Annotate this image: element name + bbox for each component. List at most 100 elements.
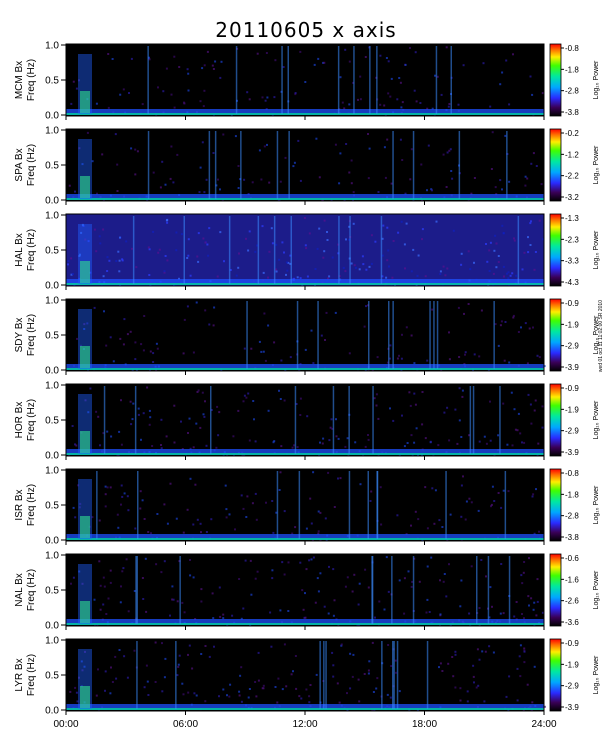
heatmap-cell bbox=[316, 674, 318, 676]
heatmap-streak bbox=[104, 386, 106, 454]
heatmap-cell bbox=[183, 693, 185, 695]
heatmap-cell bbox=[450, 93, 452, 95]
heatmap-cell bbox=[449, 358, 451, 360]
heatmap-cell bbox=[142, 103, 144, 105]
heatmap-cell bbox=[148, 274, 150, 276]
heatmap-cell bbox=[169, 615, 171, 617]
heatmap-cell bbox=[523, 572, 525, 574]
heatmap-cell bbox=[379, 104, 381, 106]
heatmap-cell bbox=[147, 531, 149, 533]
heatmap-cell bbox=[484, 538, 486, 540]
heatmap-cell bbox=[91, 516, 93, 518]
heatmap-cell bbox=[118, 454, 120, 456]
heatmap-cell bbox=[521, 582, 523, 584]
heatmap-cell bbox=[88, 240, 90, 242]
heatmap-cell bbox=[238, 253, 240, 255]
heatmap-streak bbox=[506, 131, 508, 199]
colorbar-label: Log₁₀ Power bbox=[593, 655, 600, 694]
heatmap-cell bbox=[273, 441, 275, 443]
heatmap-cell bbox=[439, 706, 441, 708]
heatmap-cell bbox=[364, 673, 366, 675]
heatmap-cell bbox=[448, 439, 450, 441]
heatmap-cell bbox=[120, 237, 122, 239]
heatmap-cell bbox=[410, 525, 412, 527]
heatmap-cell bbox=[312, 471, 314, 473]
heatmap-cell bbox=[78, 147, 80, 149]
heatmap-cell bbox=[395, 672, 397, 674]
plot-frame bbox=[66, 214, 544, 286]
heatmap-cell bbox=[379, 55, 381, 57]
y-axis-label: Freq (Hz) bbox=[26, 484, 37, 526]
heatmap-cell bbox=[297, 446, 299, 448]
heatmap-cell bbox=[79, 506, 81, 508]
heatmap-cell bbox=[84, 239, 86, 241]
heatmap-cell bbox=[385, 114, 387, 116]
heatmap-cell bbox=[197, 519, 199, 521]
heatmap-cell bbox=[476, 612, 478, 614]
heatmap-cell bbox=[417, 518, 419, 520]
heatmap-cell bbox=[149, 284, 151, 286]
heatmap-cell bbox=[396, 514, 398, 516]
heatmap-cell bbox=[365, 269, 367, 271]
heatmap-cell bbox=[197, 391, 199, 393]
heatmap-cell bbox=[528, 605, 530, 607]
heatmap-cell bbox=[184, 622, 186, 624]
heatmap-cell bbox=[108, 260, 110, 262]
heatmap-lowfreq-band bbox=[66, 109, 544, 115]
heatmap-cell bbox=[162, 90, 164, 92]
heatmap-streak bbox=[277, 131, 279, 199]
heatmap-cell bbox=[523, 650, 525, 652]
heatmap-cell bbox=[83, 323, 85, 325]
heatmap-cell bbox=[191, 668, 193, 670]
heatmap-cell bbox=[137, 150, 139, 152]
heatmap-cell bbox=[119, 649, 121, 651]
heatmap-cell bbox=[211, 409, 213, 411]
heatmap-cell bbox=[89, 388, 91, 390]
heatmap-cell bbox=[497, 449, 499, 451]
heatmap-cell bbox=[230, 269, 232, 271]
heatmap-cell bbox=[203, 413, 205, 415]
heatmap-cell bbox=[537, 454, 539, 456]
y-tick-label: 0.0 bbox=[45, 621, 59, 632]
heatmap-cell bbox=[400, 369, 402, 371]
colorbar-tick-label: -3.3 bbox=[565, 257, 579, 266]
heatmap-cell bbox=[322, 443, 324, 445]
heatmap-cell bbox=[528, 394, 530, 396]
heatmap-cell bbox=[238, 578, 240, 580]
heatmap-cell bbox=[351, 160, 353, 162]
heatmap-cell bbox=[358, 679, 360, 681]
heatmap-cell bbox=[245, 516, 247, 518]
heatmap-cell bbox=[387, 362, 389, 364]
heatmap-streak bbox=[413, 131, 415, 199]
heatmap-cell bbox=[439, 579, 441, 581]
heatmap-cell bbox=[243, 400, 245, 402]
heatmap-streak bbox=[338, 216, 340, 284]
heatmap-cell bbox=[466, 501, 468, 503]
heatmap-cell bbox=[222, 134, 224, 136]
heatmap-cell bbox=[390, 665, 392, 667]
heatmap-streak bbox=[518, 216, 520, 284]
heatmap-cell bbox=[419, 102, 421, 104]
heatmap-cell bbox=[72, 273, 74, 275]
heatmap-cell bbox=[365, 305, 367, 307]
heatmap-cell bbox=[183, 352, 185, 354]
heatmap-cell bbox=[278, 390, 280, 392]
heatmap-cell bbox=[377, 520, 379, 522]
heatmap-cell bbox=[181, 233, 183, 235]
heatmap-cell bbox=[274, 59, 276, 61]
heatmap-cell bbox=[286, 270, 288, 272]
heatmap-streak bbox=[277, 471, 279, 539]
heatmap-cell bbox=[146, 387, 148, 389]
heatmap-cell bbox=[354, 441, 356, 443]
heatmap-cell bbox=[155, 452, 157, 454]
heatmap-cell bbox=[430, 441, 432, 443]
heatmap-cell bbox=[517, 429, 519, 431]
heatmap-cell bbox=[238, 691, 240, 693]
heatmap-cell bbox=[398, 77, 400, 79]
heatmap-cell bbox=[326, 312, 328, 314]
heatmap-cell bbox=[490, 505, 492, 507]
heatmap-cell bbox=[477, 706, 479, 708]
heatmap-streak bbox=[295, 386, 297, 454]
heatmap-cell bbox=[389, 407, 391, 409]
